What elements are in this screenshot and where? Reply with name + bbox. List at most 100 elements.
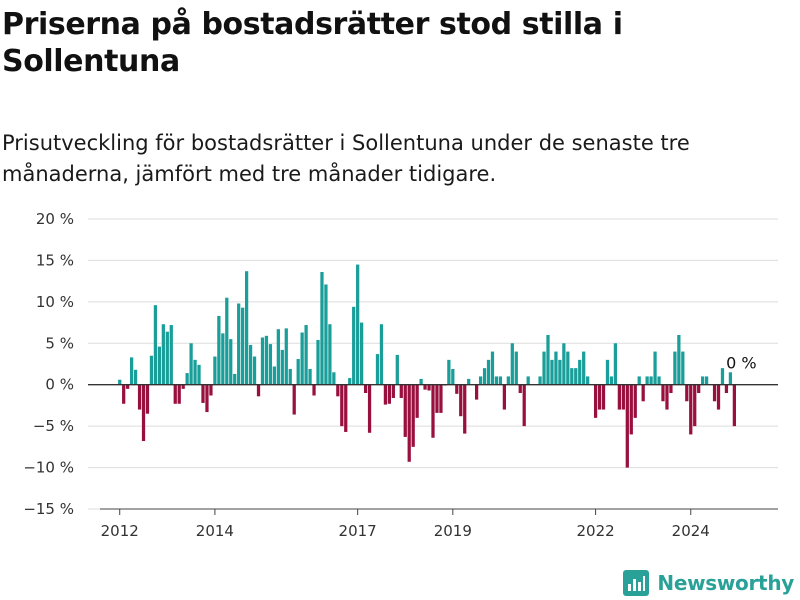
bar — [391, 384, 395, 398]
bar — [506, 376, 510, 385]
bar — [153, 305, 158, 385]
bar — [419, 378, 423, 385]
bar — [661, 384, 665, 402]
bar — [193, 359, 197, 385]
bar — [522, 384, 526, 427]
bar — [260, 337, 265, 385]
bar — [570, 368, 574, 385]
bar — [141, 384, 146, 442]
bar — [133, 369, 138, 385]
bar — [490, 351, 495, 385]
bar — [324, 284, 328, 385]
bar — [395, 354, 399, 385]
bar — [478, 376, 483, 385]
chart-subtitle: Prisutveckling för bostadsrätter i Solle… — [2, 131, 690, 186]
bar — [205, 384, 209, 413]
bar — [288, 368, 292, 385]
bar — [352, 306, 356, 385]
bar — [451, 368, 455, 385]
y-tick-label: 10 % — [36, 293, 74, 311]
y-tick-label: 20 % — [36, 210, 74, 228]
bar — [189, 343, 193, 385]
bar — [649, 376, 653, 385]
bar — [332, 372, 336, 385]
bar — [546, 335, 550, 385]
chart-title: Priserna på bostadsrätter stod stilla i … — [2, 7, 623, 79]
bar — [423, 384, 427, 390]
bar — [173, 384, 177, 404]
bar — [601, 384, 606, 410]
bar — [336, 384, 340, 397]
bar — [482, 368, 487, 385]
bar — [197, 364, 201, 385]
bar — [276, 329, 280, 385]
brand-logo: Newsworthy — [623, 566, 794, 600]
bar — [459, 384, 463, 417]
bar — [712, 384, 717, 402]
bar — [645, 376, 649, 385]
bar — [633, 384, 637, 418]
bar — [732, 384, 736, 427]
bar — [209, 384, 213, 396]
bars — [118, 264, 736, 468]
bar — [427, 384, 431, 391]
bar — [474, 384, 479, 400]
bar — [367, 384, 372, 433]
bar — [122, 384, 126, 404]
bar — [375, 354, 380, 385]
bar — [411, 384, 415, 447]
bar — [237, 303, 241, 385]
x-tick-label: 2024 — [672, 522, 710, 540]
bar — [728, 372, 733, 385]
bar — [704, 376, 709, 385]
bar — [435, 384, 439, 413]
y-tick-label: −15 % — [23, 500, 74, 518]
bar — [431, 384, 435, 438]
bar — [681, 351, 685, 385]
y-tick-label: 5 % — [45, 334, 74, 352]
bar — [494, 376, 499, 385]
annotations: 0 % — [726, 354, 756, 373]
bar — [185, 373, 189, 385]
bar — [316, 339, 320, 385]
bar — [213, 356, 217, 385]
bar — [701, 376, 705, 385]
bar — [641, 384, 645, 402]
bar — [252, 356, 257, 385]
bar — [669, 384, 673, 393]
bar — [177, 384, 181, 404]
bar — [566, 351, 570, 385]
bar — [356, 264, 360, 385]
x-tick-label: 2019 — [434, 522, 472, 540]
bar — [514, 351, 518, 385]
x-tick-label: 2014 — [196, 522, 234, 540]
y-tick-label: 15 % — [36, 251, 74, 269]
bar — [554, 351, 558, 385]
bar — [248, 344, 253, 385]
bar — [320, 272, 324, 385]
bar — [403, 384, 407, 437]
bar — [340, 384, 344, 427]
bar — [161, 324, 165, 385]
bar — [225, 297, 229, 385]
bar — [657, 376, 661, 385]
bar — [447, 359, 451, 385]
bar — [518, 384, 522, 393]
x-tick-label: 2012 — [101, 522, 139, 540]
bar — [221, 333, 225, 385]
bar — [149, 355, 154, 385]
y-tick-label: −5 % — [33, 417, 74, 435]
bar — [637, 376, 641, 385]
bar — [407, 384, 411, 462]
bar — [383, 384, 388, 405]
x-tick-label: 2022 — [576, 522, 614, 540]
bar — [486, 359, 491, 385]
bar — [617, 384, 621, 410]
bar — [550, 359, 554, 385]
bar — [308, 368, 312, 385]
bar — [363, 384, 368, 393]
bar — [157, 346, 161, 385]
bar — [312, 384, 316, 396]
y-tick-label: −10 % — [23, 459, 74, 477]
bar — [169, 325, 173, 385]
